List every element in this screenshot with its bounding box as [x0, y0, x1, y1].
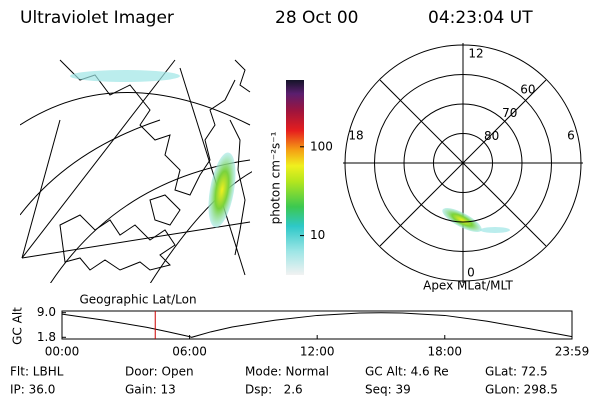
altitude-line [61, 312, 573, 338]
aurora [208, 152, 236, 228]
status-field: GLon: 298.5 [485, 383, 558, 397]
coastline [234, 59, 251, 93]
x-tick-label: 18:00 [427, 345, 462, 359]
graticule [21, 59, 176, 259]
status-field: IP: 36.0 [10, 383, 55, 397]
graticule [179, 67, 246, 276]
mlt-label: 12 [468, 47, 483, 61]
aurora-map [70, 70, 236, 228]
graticule [20, 92, 251, 126]
aurora [70, 70, 180, 82]
polar-frame [343, 43, 583, 283]
colorbar-label: photon cm⁻²s⁻¹ [269, 131, 283, 224]
graticule [50, 159, 251, 283]
lat-ring [403, 103, 523, 223]
aurora [442, 207, 482, 233]
polar-outer-ring [344, 44, 582, 282]
x-tick-label: 23:59 [555, 345, 590, 359]
date: 28 Oct 00 [275, 8, 358, 28]
title: Ultraviolet Imager [20, 8, 174, 28]
status-field: Gain: 13 [125, 383, 176, 397]
coastline [59, 59, 236, 196]
y-tick-label: 1.8 [37, 330, 56, 344]
lat-ring [374, 74, 552, 252]
status-field: GLat: 72.5 [485, 365, 548, 379]
coastline [229, 119, 246, 256]
polar-label: Apex MLat/MLT [423, 279, 513, 293]
coastline [149, 194, 181, 226]
lat-ring-label: 80 [484, 129, 499, 143]
x-tick-label: 06:00 [172, 345, 207, 359]
x-tick-label: 12:00 [300, 345, 335, 359]
lat-ring-label: 60 [520, 83, 535, 97]
y-tick-label: 9.0 [37, 305, 56, 319]
status-field: Seq: 39 [365, 383, 411, 397]
graticule [20, 119, 161, 216]
mlt-label: 0 [467, 266, 475, 280]
time: 04:23:04 UT [428, 8, 533, 28]
geographic-map [20, 59, 252, 283]
status-field: Dsp: 2.6 [245, 383, 303, 397]
aurora [480, 227, 510, 233]
coastline [59, 214, 176, 271]
colorbar-tick-label: 100 [310, 139, 333, 153]
x-tick-label: 00:00 [45, 345, 80, 359]
y-label: GC Alt [11, 307, 25, 345]
graticule [21, 221, 251, 259]
status-field: Flt: LBHL [10, 365, 64, 379]
mlt-label: 6 [567, 129, 575, 143]
status-field: GC Alt: 4.6 Re [365, 365, 449, 379]
graticule [21, 119, 61, 259]
colorbar [286, 80, 304, 275]
graticule [149, 171, 252, 283]
lat-ring-label: 70 [502, 106, 517, 120]
polar-axis [379, 79, 547, 247]
mlt-label: 18 [348, 129, 363, 143]
colorbar-tick-label: 10 [310, 228, 325, 242]
status-field: Mode: Normal [245, 365, 329, 379]
lat-ring [433, 133, 493, 193]
map-label: Geographic Lat/Lon [79, 293, 196, 307]
status-field: Door: Open [125, 365, 194, 379]
